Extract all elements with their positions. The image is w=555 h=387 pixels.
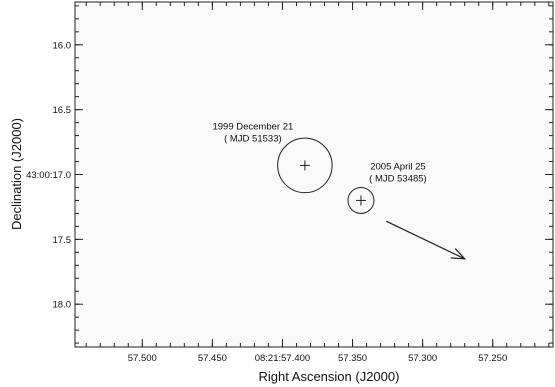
axis-tick-labels: 57.500 57.450 08:21:57.400 57.350 57.300 57.2…: [26, 40, 507, 364]
data-marks: [277, 137, 467, 260]
x-tick-label: 57.250: [478, 353, 507, 364]
y-tick-label: 43:00:17.0: [26, 170, 71, 181]
arrow-head: [450, 248, 467, 260]
y-tick-label: 16.5: [53, 105, 72, 116]
x-tick-label: 57.350: [338, 353, 367, 364]
epoch-label: 1999 December 21: [212, 121, 293, 132]
position-error-circle: [347, 186, 375, 214]
y-tick-label: 16.0: [53, 40, 72, 51]
x-axis-title: Right Ascension (J2000): [259, 369, 400, 384]
y-tick-label: 18.0: [53, 300, 72, 311]
epoch-label: ( MJD 53485): [369, 173, 427, 184]
x-tick-label: 57.300: [408, 353, 437, 364]
x-tick-label: 08:21:57.400: [255, 353, 310, 364]
plot-frame: [74, 1, 554, 348]
proper-motion-arrow: [385, 220, 465, 260]
epoch-label: 2005 April 25: [370, 161, 425, 172]
y-axis-title: Declination (J2000): [9, 118, 24, 230]
axis-ticks: [75, 2, 553, 347]
position-error-circle: [277, 137, 333, 194]
epoch-label: ( MJD 51533): [224, 133, 282, 144]
y-tick-label: 17.5: [53, 235, 72, 246]
x-tick-label: 57.450: [198, 353, 227, 364]
x-tick-label: 57.500: [128, 353, 157, 364]
data-annotations: 1999 December 21( MJD 51533) 2005 April 2…: [212, 121, 426, 184]
